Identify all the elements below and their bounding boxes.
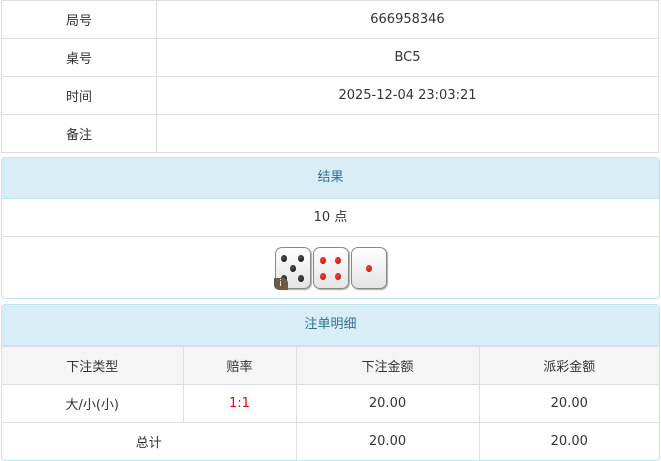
bet-details-title: 注单明细 [2, 305, 659, 346]
value: 2025-12-04 23:03:21 [156, 76, 659, 115]
die-pip [365, 264, 372, 272]
header-payout: 派彩金额 [479, 346, 659, 385]
result-points: 10 点 [2, 199, 659, 237]
info-row-round: 局号 666958346 [1, 0, 659, 39]
die-pip [320, 272, 327, 280]
table-row: 大/小(小) 1:1 20.00 20.00 [2, 384, 659, 423]
odds: 1:1 [183, 384, 297, 423]
total-amount: 20.00 [296, 422, 480, 460]
info-row-note: 备注 [1, 114, 659, 153]
die-3 [350, 246, 387, 289]
header-bet-type: 下注类型 [2, 346, 184, 385]
payout: 20.00 [479, 384, 659, 423]
result-panel: 结果 10 点 i [1, 157, 660, 299]
info-row-table: 桌号 BC5 [1, 38, 659, 77]
dice-row: i [2, 237, 659, 298]
bet-details-table: 下注类型 赔率 下注金额 派彩金额 大/小(小) 1:1 20.00 20.00 总计 20.… [2, 346, 659, 460]
total-row: 总计 20.00 20.00 [2, 422, 659, 460]
info-icon[interactable]: i [273, 277, 288, 290]
label: 备注 [1, 114, 157, 153]
die-pip [281, 254, 287, 262]
bet-details-panel: 注单明细 下注类型 赔率 下注金额 派彩金额 大/小(小) 1:1 20.00 20.00 … [1, 304, 660, 461]
label: 桌号 [1, 38, 157, 77]
info-row-time: 时间 2025-12-04 23:03:21 [1, 76, 659, 115]
total-label: 总计 [2, 422, 297, 460]
value: 666958346 [156, 0, 659, 39]
bet-type: 大/小(小) [2, 384, 184, 423]
die-pip [334, 272, 341, 280]
die-2 [312, 246, 349, 289]
result-title: 结果 [2, 158, 659, 199]
die-pip [298, 254, 304, 262]
total-payout: 20.00 [479, 422, 659, 460]
die-pip [289, 264, 296, 272]
label: 时间 [1, 76, 157, 115]
die-pip [320, 256, 327, 264]
value: BC5 [156, 38, 659, 77]
die-pip [298, 274, 304, 282]
header-odds: 赔率 [183, 346, 297, 385]
amount: 20.00 [296, 384, 480, 423]
value [156, 114, 659, 153]
die-1: i [273, 246, 311, 290]
header-amount: 下注金额 [296, 346, 480, 385]
label: 局号 [1, 0, 157, 39]
round-info-table: 局号 666958346 桌号 BC5 时间 2025-12-04 23:03:21 … [1, 0, 659, 153]
die-pip [334, 256, 341, 264]
